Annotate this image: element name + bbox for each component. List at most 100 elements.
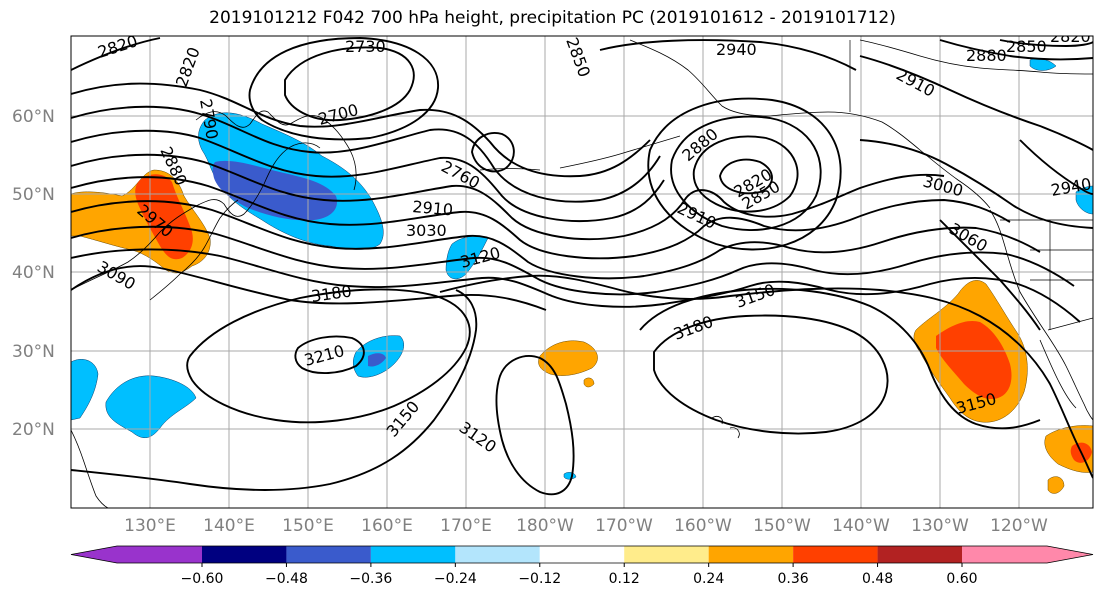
lon-label: 140°W (832, 516, 890, 536)
precip-shading (71, 58, 1093, 494)
contour-2850-north (999, 39, 1093, 47)
precip-neg-036-region (212, 160, 338, 221)
contour-2880-east (647, 97, 842, 251)
colorbar-tick-label: −0.60 (181, 571, 224, 587)
colorbar-outline (70, 545, 1094, 564)
coastline-hudson (859, 39, 1093, 75)
contour-2910 (71, 153, 945, 241)
lon-label: 140°E (203, 516, 255, 536)
colorbar-segment (624, 546, 709, 563)
precip-neg-024-small-3 (71, 359, 99, 421)
colorbar-segment (370, 546, 456, 563)
contour-label: 2880 (966, 46, 1007, 65)
coastline-taiwan-philippines (71, 429, 109, 508)
lat-label: 40°N (12, 263, 55, 283)
colorbar-tick-label: −0.48 (265, 571, 308, 587)
contour-3150-east (639, 287, 1041, 430)
contour-3120 (439, 274, 1093, 479)
contour-2850-east (670, 115, 822, 231)
border-us-states-1 (1030, 220, 1093, 330)
contour-label: 2730 (345, 37, 386, 56)
contour-label: 3030 (406, 221, 447, 240)
longitude-labels: 130°E 140°E 150°E 160°E 170°E 180°W 170°… (124, 516, 1048, 536)
colorbar-segment (202, 546, 287, 563)
contour-2700-low (284, 46, 415, 122)
precip-pos-024-small-3 (583, 377, 595, 388)
colorbar-extend-high (1047, 546, 1093, 563)
contour-2760-loop (471, 132, 515, 173)
lon-label: 150°W (753, 516, 811, 536)
contour-label: 2910 (412, 197, 454, 219)
contour-2850-a (71, 105, 661, 203)
contour-3000 (859, 139, 1093, 229)
precip-pos-036-region-california (936, 320, 1012, 400)
lon-label: 170°E (440, 516, 492, 536)
coastline-kamchatka (195, 110, 357, 191)
colorbar: −0.60 −0.48 −0.36 −0.24 −0.12 0.12 0.24 0.36 0.4… (70, 545, 1094, 587)
lat-label: 60°N (12, 107, 55, 127)
contour-2940-north (599, 39, 857, 71)
precip-pos-024-small-2 (1047, 476, 1065, 494)
lat-label: 20°N (12, 420, 55, 440)
lon-label: 130°W (911, 516, 969, 536)
contour-label: 2850 (1006, 37, 1047, 56)
contour-3210-loop (294, 335, 365, 374)
colorbar-segment (877, 546, 962, 563)
contour-3060-right (939, 219, 1041, 331)
latitude-labels: 60°N 50°N 40°N 30°N 20°N (12, 107, 55, 440)
lat-label: 30°N (12, 342, 55, 362)
coastline-japan (149, 199, 239, 301)
precip-pos-024-small-hawaii (538, 340, 598, 376)
coastline-baja (1039, 339, 1077, 409)
colorbar-segment (539, 546, 625, 563)
precip-neg-036-small-1 (368, 353, 386, 367)
contour-2880-a (71, 129, 665, 222)
colorbar-tick-label: 0.24 (693, 571, 724, 587)
colorbar-segment (117, 546, 202, 563)
contour-2790-low-east (719, 158, 773, 195)
lon-label: 160°E (361, 516, 413, 536)
contour-2820-west (71, 37, 161, 71)
colorbar-tick-label: −0.24 (434, 571, 477, 587)
contour-3060 (71, 248, 1081, 323)
contour-2940-a (71, 176, 1011, 260)
colorbar-tick-label: −0.36 (349, 571, 392, 587)
colorbar-tick-label: 0.36 (778, 571, 809, 587)
map-plot-area: 2820 2820 2730 2850 2940 2880 2850 2820 … (71, 27, 1093, 508)
coastline-north-america (989, 209, 1093, 421)
contour-3120-loop (495, 355, 575, 496)
contour-label: 2940 (716, 40, 757, 59)
contour-label: 2820 (1050, 27, 1091, 46)
lat-label: 50°N (12, 185, 55, 205)
lon-label: 170°W (595, 516, 653, 536)
map-frame (70, 35, 1094, 509)
coastline-alaska (629, 39, 991, 209)
contour-2760 (71, 82, 651, 178)
lon-label: 150°E (282, 516, 334, 536)
border-us-mexico (1047, 317, 1093, 331)
colorbar-tick-label: 0.48 (862, 571, 893, 587)
coastline-asia (71, 142, 321, 291)
contour-2940-right (1019, 139, 1093, 195)
colorbar-extend-low (71, 546, 117, 563)
colorbar-segment (286, 546, 371, 563)
colorbar-segment (708, 546, 794, 563)
precip-neg-024-small-2 (105, 375, 197, 439)
contour-3180-east (653, 314, 889, 435)
colorbar-segments (70, 545, 1094, 564)
contour-3180-west (186, 288, 471, 424)
colorbar-tick-label: 0.60 (946, 571, 977, 587)
contour-2910-north (859, 55, 1093, 151)
lon-label: 160°W (674, 516, 732, 536)
colorbar-ticks: −0.60 −0.48 −0.36 −0.24 −0.12 0.12 0.24 0.36 0.4… (181, 563, 978, 587)
colorbar-tick-label: 0.12 (609, 571, 640, 587)
colorbar-tick-label: −0.12 (518, 571, 561, 587)
contour-2970 (71, 200, 1041, 280)
coastlines (71, 39, 1093, 508)
graticule (71, 36, 1093, 508)
colorbar-segment (793, 546, 878, 563)
lon-label: 180°W (516, 516, 574, 536)
contour-2820-east (692, 135, 799, 213)
colorbar-segment (455, 546, 540, 563)
